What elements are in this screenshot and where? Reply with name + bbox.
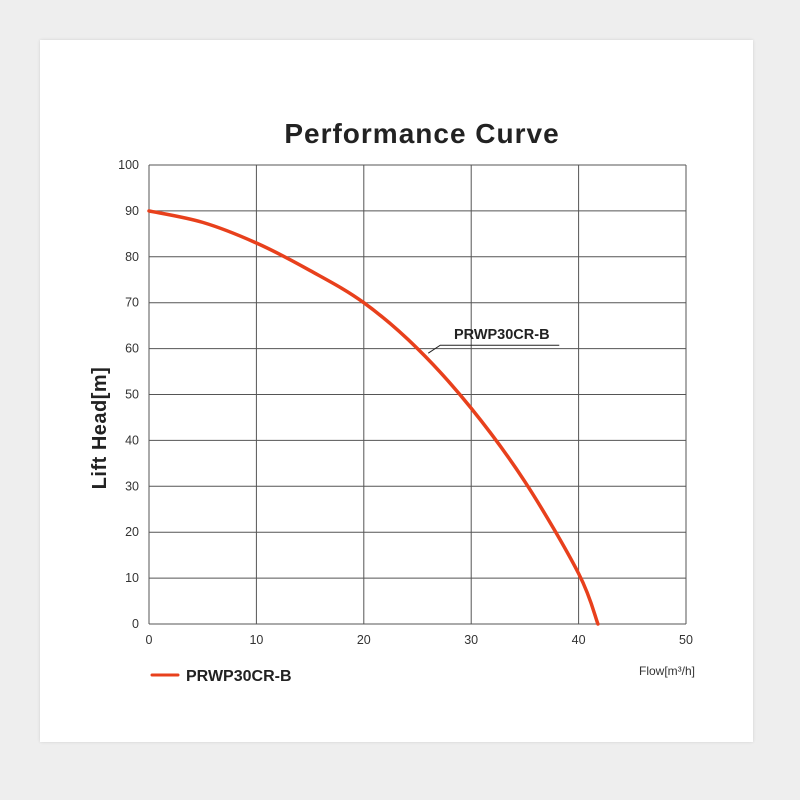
x-tick-label: 30 [464,633,478,647]
y-tick-label: 40 [125,433,139,447]
legend: PRWP30CR-B [150,668,292,685]
performance-chart: Performance Curve 0102030405060708090100… [89,118,695,685]
series-line [147,209,600,626]
annotation-group: PRWP30CR-B [427,327,560,354]
y-tick-label: 80 [125,250,139,264]
chart-title: Performance Curve [284,118,559,149]
y-tick-label: 10 [125,571,139,585]
x-tick-labels: 0 10 20 30 40 50 [146,633,693,647]
y-axis-label: Lift Head[m] [89,367,111,490]
y-tick-label: 20 [125,525,139,539]
chart-card: Performance Curve 0 10 20 30 40 50 60 70 80 90 100… [40,40,753,742]
y-tick-label: 90 [125,204,139,218]
annotation-label: PRWP30CR-B [454,327,550,343]
x-tick-label: 10 [249,633,263,647]
y-tick-label: 60 [125,342,139,356]
legend-label: PRWP30CR-B [186,668,292,685]
y-tick-labels: 0 10 20 30 40 50 60 70 80 90 100 [118,158,139,631]
y-tick-label: 70 [125,296,139,310]
x-tick-label: 20 [357,633,371,647]
x-tick-label: 50 [679,633,693,647]
y-tick-label: 0 [132,617,139,631]
y-tick-label: 30 [125,479,139,493]
grid [148,164,687,625]
annotation-leader [427,344,560,354]
x-tick-label: 0 [146,633,153,647]
series-group [147,209,600,626]
y-tick-label: 100 [118,158,139,172]
y-tick-label: 50 [125,388,139,402]
x-tick-label: 40 [572,633,586,647]
x-axis-label: Flow[m³/h] [639,664,695,678]
